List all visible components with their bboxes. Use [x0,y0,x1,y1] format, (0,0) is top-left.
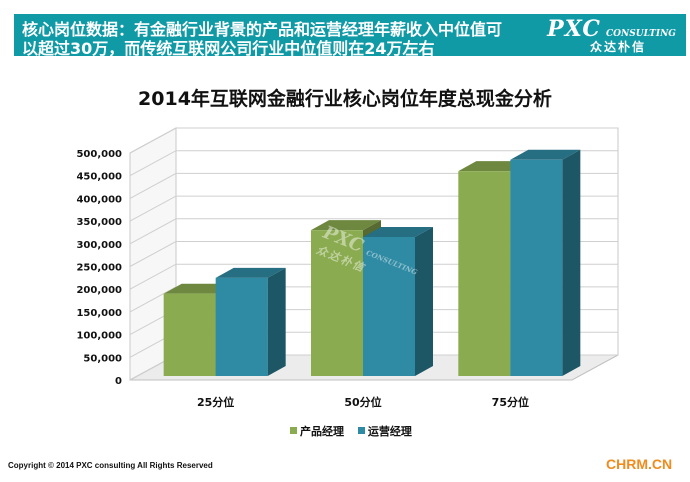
y-tick-label: 500,000 [76,149,122,160]
y-tick-label: 0 [115,376,122,387]
brand-chinese-name: 众达朴信 [589,40,646,54]
y-tick-label: 250,000 [76,263,122,274]
gridline [129,127,618,154]
copyright-notice: Copyright © 2014 PXC consulting All Righ… [8,461,213,470]
x-tick-label: 75分位 [492,395,529,409]
headline-line-2: 以超过30万，而传统互联网公司行业中位值则在24万左右 [22,39,435,58]
bar [458,171,511,376]
bar [215,277,268,376]
y-tick-label: 450,000 [76,172,122,183]
brand-name: PXC [547,16,601,42]
y-tick-label: 350,000 [76,217,122,228]
chart-title: 2014年互联网金融行业核心岗位年度总现金分析 [138,88,552,110]
site-logo-text: CHRM.CN [606,456,673,472]
bar-top [215,267,286,278]
y-tick-label: 150,000 [76,308,122,319]
brand-tagline: CONSULTING [606,29,676,39]
x-tick-label: 25分位 [197,395,234,409]
bar-side [267,267,286,376]
gridline [129,150,618,177]
bar-top [311,220,381,231]
bar-top [363,226,433,237]
legend-label-series-2: 运营经理 [367,425,412,438]
legend-label-series-1: 产品经理 [300,425,344,438]
brand-logo: PXC CONSULTING 众达朴信 [547,16,676,55]
legend-item-series-2: 运营经理 [357,423,412,439]
bar-side [415,226,433,376]
x-tick-label: 50分位 [344,395,381,409]
bar-side [562,149,581,376]
y-tick-label: 300,000 [76,240,122,251]
y-tick-label: 100,000 [76,331,122,342]
bar [510,159,563,376]
bar [311,230,363,376]
legend-swatch-series-1 [290,427,297,434]
legend-item-series-1: 产品经理 [290,423,344,439]
header-banner: 核心岗位数据：有金融行业背景的产品和运营经理年薪收入中位值可 以超过30万，而传… [14,14,686,58]
bar [163,293,216,376]
headline-line-1: 核心岗位数据：有金融行业背景的产品和运营经理年薪收入中位值可 [22,20,503,39]
y-tick-label: 50,000 [83,353,122,364]
y-tick-label: 200,000 [76,285,122,296]
bar [363,236,415,376]
chart-legend: 产品经理 运营经理 [290,423,422,439]
bar-top [510,149,581,160]
legend-swatch-series-2 [357,427,365,434]
y-tick-label: 400,000 [76,194,122,205]
